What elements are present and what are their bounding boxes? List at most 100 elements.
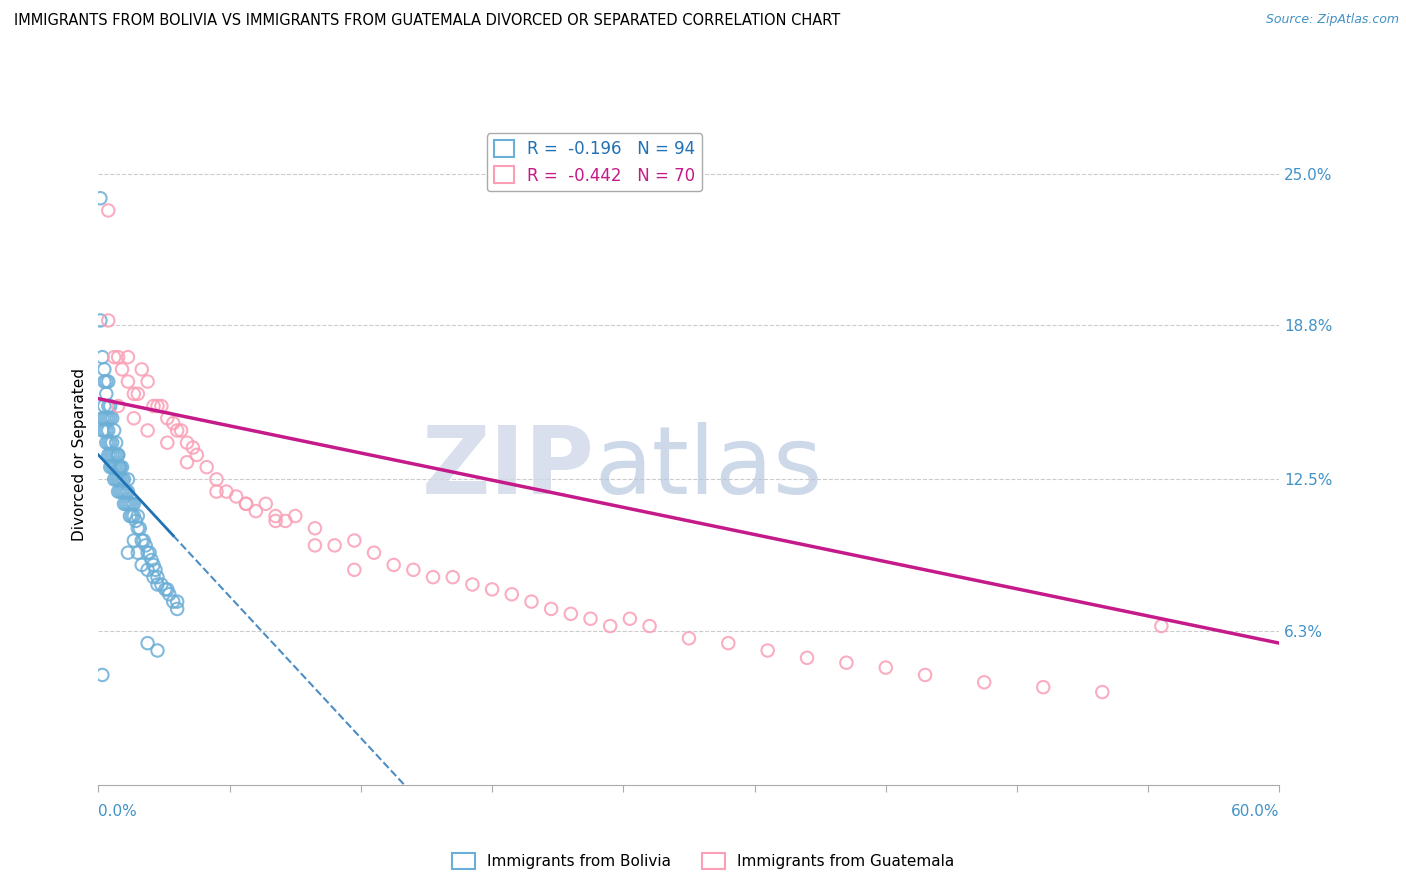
Point [107, 448, 129, 462]
Point [108, 460, 131, 475]
Point [96, 424, 118, 438]
Point [96, 435, 118, 450]
Point [127, 521, 149, 535]
Point [235, 497, 257, 511]
Point [205, 472, 228, 486]
Point [914, 668, 936, 682]
Point [181, 441, 204, 455]
Point [136, 424, 159, 438]
Point [122, 497, 145, 511]
Point [382, 558, 405, 572]
Point [796, 650, 818, 665]
Point [117, 350, 139, 364]
Point [103, 460, 125, 475]
Point [111, 484, 134, 499]
Point [142, 570, 165, 584]
Point [98, 411, 121, 425]
Point [132, 533, 155, 548]
Point [118, 509, 141, 524]
Point [136, 546, 159, 560]
Point [481, 582, 503, 597]
Point [97, 399, 120, 413]
Point [97, 313, 120, 327]
Point [96, 411, 118, 425]
Point [98, 435, 121, 450]
Point [156, 582, 179, 597]
Point [122, 533, 145, 548]
Point [108, 484, 131, 499]
Point [103, 424, 125, 438]
Point [1091, 685, 1114, 699]
Point [93, 375, 115, 389]
Point [93, 424, 115, 438]
Point [835, 656, 858, 670]
Point [363, 546, 385, 560]
Point [107, 484, 129, 499]
Point [111, 460, 134, 475]
Point [93, 362, 115, 376]
Point [157, 587, 180, 601]
Point [579, 612, 602, 626]
Point [619, 612, 641, 626]
Point [101, 448, 124, 462]
Point [97, 448, 120, 462]
Point [136, 636, 159, 650]
Point [122, 386, 145, 401]
Point [91, 350, 114, 364]
Point [145, 563, 167, 577]
Point [107, 472, 129, 486]
Point [122, 411, 145, 425]
Point [97, 203, 120, 218]
Point [560, 607, 582, 621]
Point [304, 521, 326, 535]
Point [91, 668, 114, 682]
Point [115, 497, 138, 511]
Point [98, 399, 121, 413]
Point [117, 484, 139, 499]
Point [166, 602, 188, 616]
Point [117, 497, 139, 511]
Point [107, 399, 129, 413]
Point [162, 594, 184, 608]
Point [101, 411, 124, 425]
Point [121, 497, 143, 511]
Point [96, 386, 118, 401]
Point [103, 448, 125, 462]
Point [103, 350, 125, 364]
Text: atlas: atlas [595, 422, 823, 514]
Point [717, 636, 740, 650]
Point [128, 521, 150, 535]
Point [176, 455, 198, 469]
Point [156, 435, 179, 450]
Point [540, 602, 562, 616]
Point [323, 538, 346, 552]
Point [146, 570, 169, 584]
Point [117, 375, 139, 389]
Point [131, 533, 153, 548]
Point [150, 399, 173, 413]
Point [264, 509, 287, 524]
Point [103, 472, 125, 486]
Point [304, 538, 326, 552]
Point [166, 594, 188, 608]
Point [111, 472, 134, 486]
Point [284, 509, 307, 524]
Point [146, 399, 169, 413]
Point [117, 546, 139, 560]
Text: IMMIGRANTS FROM BOLIVIA VS IMMIGRANTS FROM GUATEMALA DIVORCED OR SEPARATED CORRE: IMMIGRANTS FROM BOLIVIA VS IMMIGRANTS FR… [14, 13, 841, 29]
Point [117, 472, 139, 486]
Point [127, 509, 149, 524]
Point [89, 191, 111, 205]
Point [127, 546, 149, 560]
Point [136, 563, 159, 577]
Point [225, 490, 247, 504]
Point [98, 460, 121, 475]
Point [195, 460, 218, 475]
Point [93, 411, 115, 425]
Point [245, 504, 267, 518]
Point [141, 553, 163, 567]
Point [166, 424, 188, 438]
Point [142, 399, 165, 413]
Point [186, 448, 208, 462]
Point [156, 411, 179, 425]
